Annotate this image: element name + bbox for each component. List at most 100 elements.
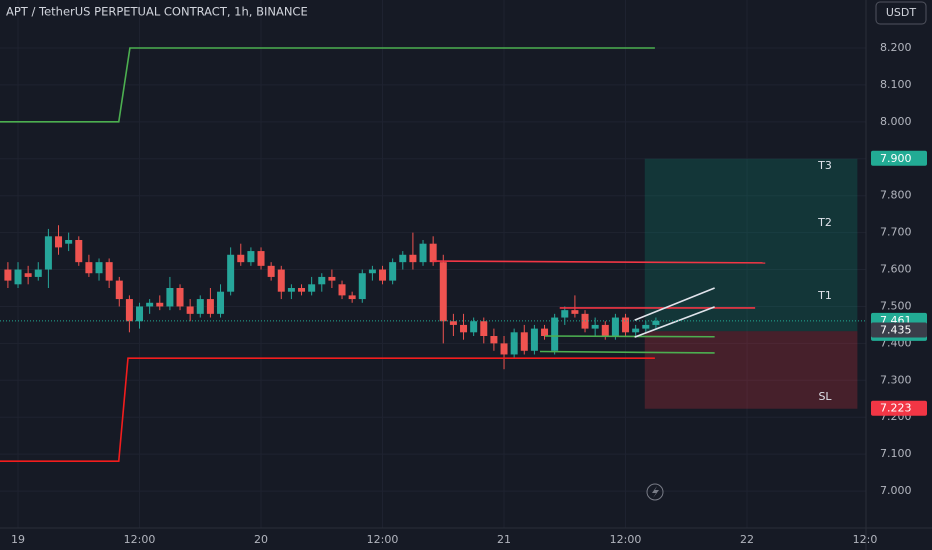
currency-button[interactable]: [875, 1, 927, 25]
candle-body: [196, 299, 204, 314]
candle-body: [500, 343, 508, 355]
candle-body: [328, 276, 336, 281]
x-tick-label: 21: [497, 533, 511, 546]
price-tag: [871, 150, 927, 166]
candle-body: [55, 236, 63, 248]
x-tick-label: 12:00: [853, 533, 885, 546]
candle-body: [439, 262, 447, 322]
y-tick-label: 7.700: [880, 226, 912, 239]
x-tick-label: 22: [740, 533, 754, 546]
candle-body: [470, 321, 478, 333]
candle-body: [561, 310, 569, 318]
candle-body: [652, 320, 660, 325]
candle-body: [551, 317, 559, 351]
candle-body: [206, 299, 214, 314]
candle-body: [257, 251, 265, 266]
candle-body: [156, 302, 164, 307]
candle-body: [358, 273, 366, 300]
lightning-icon[interactable]: [646, 483, 664, 501]
candle-body: [642, 324, 650, 329]
candle-body: [429, 243, 437, 263]
x-tick-label: 20: [254, 533, 268, 546]
candle-body: [348, 295, 356, 300]
candle-body: [541, 328, 549, 336]
grid: [0, 0, 866, 528]
candle-body: [308, 284, 316, 292]
candle-body: [44, 236, 52, 270]
drawing-line: [0, 357, 655, 462]
candle-body: [176, 288, 184, 307]
candle-body: [399, 254, 407, 263]
candle-body: [105, 262, 113, 281]
candle-body: [186, 306, 194, 314]
candle-body: [166, 288, 174, 307]
y-tick-label: 7.600: [880, 263, 912, 276]
candle-body: [298, 288, 306, 292]
y-tick-label: 8.200: [880, 41, 912, 54]
candle-body: [24, 273, 32, 277]
candle-body: [632, 328, 640, 333]
candle-body: [510, 332, 518, 355]
y-tick-label: 8.100: [880, 78, 912, 91]
candle-body: [95, 262, 103, 274]
y-tick-label: 7.500: [880, 299, 912, 312]
candle-body: [136, 306, 144, 322]
drawing-line: [0, 47, 655, 123]
drawing-line: [539, 350, 715, 354]
y-tick-label: 7.100: [880, 447, 912, 460]
candle-body: [389, 262, 397, 281]
candle-body: [379, 269, 387, 281]
candle-body: [490, 336, 498, 344]
y-tick-label: 7.800: [880, 189, 912, 202]
candle-body: [460, 324, 468, 333]
candle-body: [14, 269, 22, 285]
drawing-line: [634, 287, 715, 321]
candle-body: [34, 269, 42, 277]
candle-body: [591, 324, 599, 329]
plot: T3 T2 T1 SL: [0, 47, 866, 462]
price-tag: [871, 322, 927, 338]
candle-body: [237, 254, 245, 263]
y-tick-label: 7.300: [880, 373, 912, 386]
candle-body: [318, 276, 326, 285]
candle-body: [449, 321, 457, 325]
candle-body: [247, 251, 255, 263]
candle-body: [368, 269, 376, 274]
target-label: T3: [817, 159, 832, 172]
candle-body: [146, 302, 154, 307]
target-label: T2: [817, 216, 832, 229]
candle-body: [287, 288, 295, 292]
candle-body: [419, 243, 427, 263]
drawing-line: [545, 335, 715, 338]
x-tick-label: 19: [11, 533, 25, 546]
drawing-line: [432, 260, 766, 264]
y-tick-label: 7.000: [880, 484, 912, 497]
candle-body: [409, 254, 417, 263]
currency-label[interactable]: USDT: [886, 6, 917, 19]
candle-body: [530, 328, 538, 351]
price-axis: 7.0007.1007.2007.3007.4007.5007.6007.700…: [871, 41, 927, 497]
price-tag-label: 7.223: [880, 402, 912, 415]
price-tag-label: 7.900: [880, 152, 912, 165]
chart-title: APT / TetherUS PERPETUAL CONTRACT, 1h, B…: [6, 5, 308, 19]
drawing-line: [634, 306, 715, 338]
candle-body: [267, 265, 275, 277]
candle-body: [338, 284, 346, 296]
candle-body: [277, 269, 285, 292]
candle-body: [601, 324, 609, 336]
candle-body: [85, 262, 93, 274]
x-tick-label: 12:00: [610, 533, 642, 546]
loss-zone: [644, 331, 858, 409]
candle-body: [115, 280, 123, 300]
target-label: SL: [818, 390, 832, 403]
target-label: T1: [817, 289, 832, 302]
candle-body: [4, 269, 12, 281]
candle-body: [75, 240, 83, 263]
candle-body: [480, 321, 488, 336]
candle-body: [125, 299, 133, 322]
candle-body: [622, 317, 630, 333]
x-tick-label: 12:00: [124, 533, 156, 546]
